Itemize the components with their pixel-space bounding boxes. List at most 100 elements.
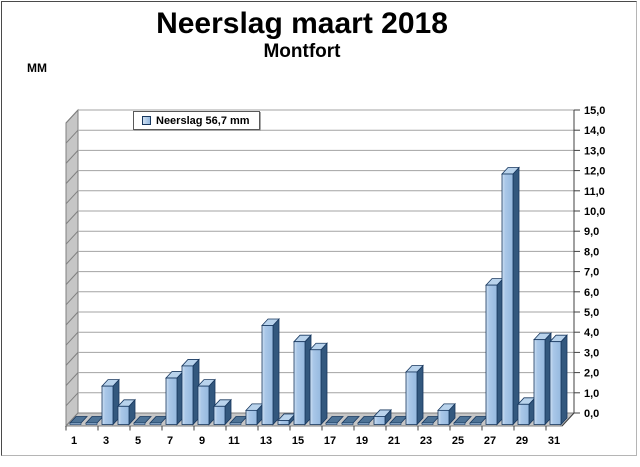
bar-day-20 [373, 408, 392, 426]
x-tick-label: 13 [260, 435, 272, 447]
wall-hatch [65, 331, 79, 346]
bar-side-face [416, 364, 424, 426]
legend: Neerslag 56,7 mm [133, 111, 260, 130]
bar-day-3 [101, 378, 120, 426]
x-tick-label: 7 [167, 435, 173, 447]
bar-front-face [533, 339, 546, 425]
bar-day-4 [117, 398, 136, 426]
bar-day-27 [485, 277, 504, 426]
wall-hatch [65, 372, 79, 386]
zero-slab-front [341, 422, 354, 425]
zero-slab-front [85, 422, 98, 425]
zero-slab-front [149, 422, 162, 425]
x-tick-label: 27 [484, 435, 496, 447]
bar-front-face [405, 371, 418, 425]
bar-day-13 [261, 317, 280, 426]
zero-slab-front [357, 422, 370, 425]
bar-day-9 [197, 378, 216, 426]
y-tick-label: 1,0 [584, 388, 599, 400]
bar-front-face [101, 385, 114, 425]
bar-front-face [245, 409, 258, 425]
chart-title: Neerslag maart 2018 [156, 7, 448, 40]
bar-front-face [197, 385, 210, 425]
wall-hatch [65, 311, 79, 326]
y-tick-label: 4,0 [584, 327, 599, 339]
bar-day-15 [293, 334, 312, 426]
bar-front-face [373, 416, 386, 425]
bar-day-16 [309, 342, 328, 426]
x-tick-label: 3 [103, 435, 109, 447]
bar-front-face [549, 341, 562, 425]
zero-slab-front [229, 422, 242, 425]
zero-slab-front [133, 422, 146, 425]
zero-slab-front [421, 422, 434, 425]
x-tick-label: 19 [356, 435, 368, 447]
wall-hatch [65, 251, 79, 265]
chart-frame: 0,0 1,0 2,0 3,0 4,0 5,0 6,0 7,0 8,0 9,0 10,0 11,0 12… [1, 1, 637, 456]
y-tick-label: 3,0 [584, 347, 599, 359]
y-tick-label: 11,0 [584, 186, 605, 198]
wall-hatch [65, 291, 79, 306]
y-tick-label: 12,0 [584, 166, 605, 178]
x-tick-label: 25 [452, 435, 464, 447]
bar-day-18 [341, 416, 360, 425]
y-axis: 0,0 1,0 2,0 3,0 4,0 5,0 6,0 7,0 8,0 9,0 10,0 11,0 12… [561, 105, 605, 427]
bar-day-10 [213, 398, 232, 426]
y-tick-label: 6,0 [584, 287, 599, 299]
wall-hatch [65, 230, 79, 245]
bar-day-8 [181, 358, 200, 426]
x-tick-label: 15 [292, 435, 304, 447]
y-tick-label: 2,0 [584, 368, 599, 380]
y-tick-label: 10,0 [584, 206, 605, 218]
bar-day-30 [533, 332, 552, 426]
y-tick-label: 9,0 [584, 226, 599, 238]
legend-marker-icon [142, 116, 151, 125]
y-tick-label: 7,0 [584, 267, 599, 279]
x-tick-label: 9 [199, 435, 205, 447]
wall-hatch [65, 271, 79, 285]
bar-day-24 [437, 402, 456, 426]
chart-svg: 0,01,02,03,04,05,06,07,08,09,010,011,012… [64, 105, 605, 447]
x-tick-label: 31 [548, 435, 560, 447]
wall-hatch [65, 129, 79, 144]
x-tick-label: 5 [135, 435, 141, 447]
x-tick-label: 11 [228, 435, 240, 447]
bar-day-17 [325, 416, 344, 425]
bar-front-face [261, 325, 274, 425]
bar-day-28 [501, 166, 520, 426]
bar-day-5 [133, 416, 152, 425]
y-tick-label: 14,0 [584, 125, 605, 137]
wall-hatch [65, 352, 79, 366]
bar-side-face [560, 334, 568, 426]
bar-day-7 [165, 370, 184, 426]
bar-front-face [117, 405, 130, 425]
bar-front-face [501, 173, 514, 425]
bar-front-face [293, 341, 306, 425]
y-tick-label: 0,0 [584, 408, 599, 420]
bar-front-face [213, 405, 226, 425]
y-tick-label: 15,0 [584, 105, 605, 117]
x-tick-label: 17 [324, 435, 336, 447]
y-axis-unit-label: MM [27, 61, 47, 75]
wall-hatch [65, 109, 79, 124]
wall-hatch [65, 150, 79, 164]
bar-day-22 [405, 364, 424, 426]
bar-front-face [165, 377, 178, 425]
x-tick-label: 21 [388, 435, 400, 447]
y-tick-label: 13,0 [584, 145, 605, 157]
zero-slab-front [389, 422, 402, 425]
bar-side-face [512, 166, 520, 426]
left-wall [65, 108, 79, 428]
bar-day-25 [453, 416, 472, 425]
bar-front-face [517, 403, 530, 425]
x-tick-label: 1 [71, 435, 77, 447]
wall-hatch [65, 392, 79, 407]
bar-front-face [437, 409, 450, 425]
wall-hatch [65, 170, 79, 184]
zero-slab-front [325, 422, 338, 425]
bar-side-face [320, 342, 328, 426]
x-tick-label: 29 [516, 435, 528, 447]
x-axis: 1 3 5 7 9 11 13 15 17 19 21 23 25 27 29 31 [65, 426, 560, 447]
bar-day-11 [229, 416, 248, 425]
